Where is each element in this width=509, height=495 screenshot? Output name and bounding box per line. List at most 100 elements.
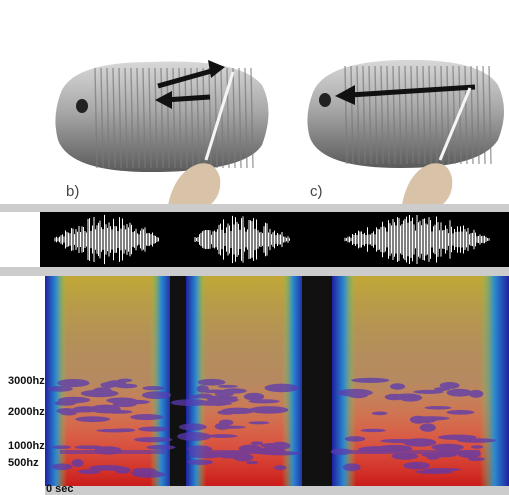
spectral-blob — [342, 463, 361, 472]
spectral-blob — [132, 471, 166, 478]
photo-right — [307, 59, 504, 205]
spectral-band — [60, 450, 165, 454]
spectral-blob — [403, 461, 430, 470]
spectral-blob — [419, 423, 436, 432]
spectral-blob — [197, 378, 226, 386]
spectral-blob — [133, 437, 173, 443]
waveform — [54, 214, 490, 265]
spectral-blob — [206, 396, 239, 404]
rib — [488, 65, 492, 165]
spectral-blob — [114, 466, 131, 474]
spectral-blob — [467, 457, 485, 462]
spectral-blob — [371, 411, 388, 416]
rib — [214, 67, 218, 169]
rib — [112, 67, 116, 169]
rib — [410, 65, 414, 165]
spectral-blob — [380, 438, 418, 443]
spectral-blob — [187, 459, 214, 465]
spectral-blob — [413, 389, 444, 394]
spectral-blob — [61, 409, 83, 414]
spectral-blob — [233, 453, 254, 462]
spectral-blob — [217, 384, 238, 388]
rib — [344, 65, 348, 165]
rib — [350, 65, 354, 165]
separator — [0, 267, 509, 276]
rib — [178, 67, 182, 169]
rib — [130, 67, 134, 169]
spectral-blob — [456, 438, 497, 443]
spectral-blob — [130, 413, 164, 421]
spectral-blob — [470, 445, 484, 449]
spectral-blob — [112, 401, 137, 408]
rib — [196, 67, 200, 169]
rib — [226, 67, 230, 169]
spectral-blob — [57, 378, 90, 388]
spectral-blob — [248, 406, 289, 414]
spectral-blob — [446, 388, 473, 397]
rib — [250, 67, 254, 169]
rib — [464, 65, 468, 165]
rib — [386, 65, 390, 165]
spectral-blob — [51, 463, 73, 471]
rib — [124, 67, 128, 169]
spectrogram — [45, 276, 509, 495]
spectral-blob — [431, 443, 464, 451]
spectral-blob — [146, 444, 176, 450]
spectral-blob — [246, 460, 259, 465]
rib — [434, 65, 438, 165]
spectral-blob — [141, 391, 172, 400]
rib — [416, 65, 420, 165]
spectral-blob — [439, 381, 460, 389]
spectral-blob — [47, 385, 73, 392]
rib — [452, 65, 456, 165]
panel-label: c) — [310, 183, 323, 200]
time-label: 0 sec — [46, 483, 74, 495]
spectral-blob — [90, 404, 121, 414]
spectral-blob — [351, 377, 390, 383]
rib — [446, 65, 450, 165]
spectral-band — [338, 450, 480, 454]
spectral-blob — [389, 383, 406, 390]
rib — [392, 65, 396, 165]
spectral-blob — [117, 378, 133, 383]
rib — [380, 65, 384, 165]
rib — [202, 67, 206, 169]
spectral-blob — [250, 441, 264, 446]
spectral-blob — [423, 467, 462, 472]
spectral-band — [190, 450, 285, 454]
rib — [238, 67, 242, 169]
rib — [428, 65, 432, 165]
spectral-blob — [214, 422, 230, 430]
panel-label: b) — [66, 183, 79, 200]
rib — [368, 65, 372, 165]
spectral-blob — [96, 428, 135, 433]
rib — [148, 67, 152, 169]
separator — [0, 204, 509, 212]
spectral-blob — [188, 395, 205, 399]
rib — [362, 65, 366, 165]
spectral-blob — [80, 389, 119, 398]
rib — [94, 67, 98, 169]
rib — [440, 65, 444, 165]
spectral-blob — [142, 385, 165, 391]
rib — [482, 65, 486, 165]
spectral-blob — [274, 465, 287, 471]
spectral-blob — [433, 387, 451, 391]
rib — [374, 65, 378, 165]
rib — [244, 67, 248, 169]
spectral-blob — [360, 428, 386, 433]
spectral-blob — [344, 436, 366, 442]
spectral-blob — [208, 434, 235, 438]
frequency-label: 3000hz — [8, 375, 45, 387]
rib — [136, 67, 140, 169]
photo-left — [55, 60, 269, 205]
rib — [232, 67, 236, 169]
spectral-blob — [424, 405, 452, 410]
rib — [106, 67, 110, 169]
rib — [398, 65, 402, 165]
spectral-blob — [391, 452, 419, 460]
spectral-blob — [468, 389, 484, 398]
rib — [356, 65, 360, 165]
